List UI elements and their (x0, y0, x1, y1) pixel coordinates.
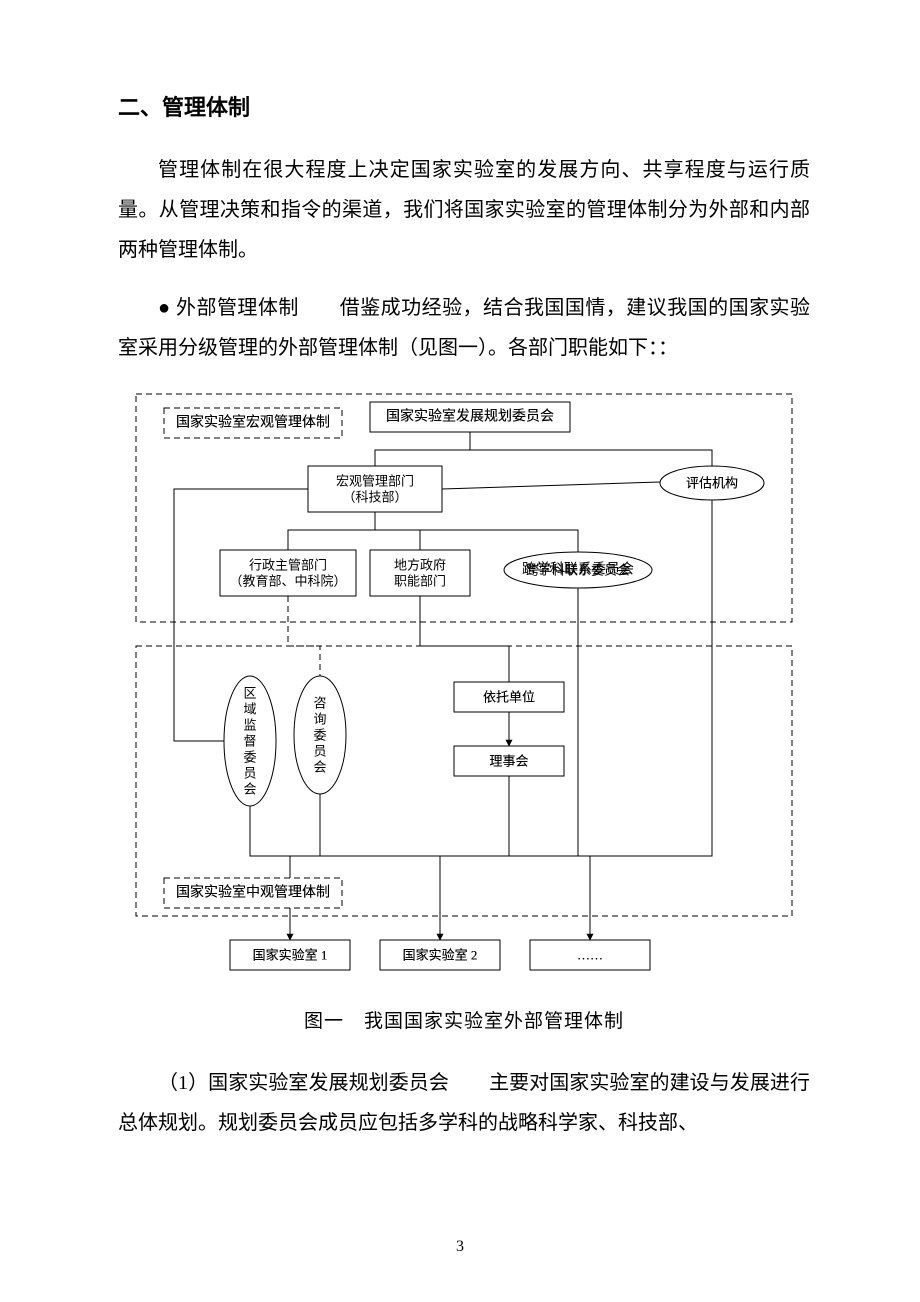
edge-plan-committee-macro-dept (375, 432, 470, 466)
edge-council-lab2 (440, 776, 509, 856)
edge-region-sup-lab1 (250, 806, 290, 940)
svg-text:域: 域 (243, 702, 256, 717)
svg-text:行政主管部门: 行政主管部门 (249, 558, 327, 573)
svg-text:会: 会 (243, 782, 256, 797)
node-admin-dept: 行政主管部门（教育部、中科院） (220, 550, 356, 596)
para2-lead: ● 外部管理体制 (158, 297, 299, 319)
paragraph-3: （1）国家实验室发展规划委员会 主要对国家实验室的建设与发展进行总体规划。规划委… (118, 1063, 810, 1143)
svg-text:职能部门: 职能部门 (394, 574, 446, 589)
node-local-gov: 地方政府职能部门 (370, 550, 470, 596)
svg-text:（科技部）: （科技部） (342, 490, 407, 505)
edge-macro-dept-local-gov (375, 512, 420, 550)
svg-text:员: 员 (243, 766, 256, 781)
node-macro-dept: 宏观管理部门（科技部） (308, 466, 442, 512)
svg-text:地方政府: 地方政府 (394, 558, 446, 573)
edge-plan-committee-eval-org (470, 432, 712, 466)
svg-text:国家实验室 1: 国家实验室 1 (253, 948, 328, 963)
svg-text:宏观管理部门: 宏观管理部门 (336, 474, 414, 489)
svg-text:依托单位: 依托单位 (483, 690, 535, 705)
svg-text:咨: 咨 (313, 696, 326, 711)
para3-lead: （1）国家实验室发展规划委员会 (158, 1072, 449, 1094)
svg-text:……: …… (577, 948, 603, 963)
svg-text:员: 员 (313, 744, 326, 759)
svg-text:国家实验室 2: 国家实验室 2 (403, 948, 478, 963)
svg-text:跨学科联系委员会: 跨学科联系委员会 (522, 562, 634, 578)
flowchart-figure: 国家实验室宏观管理体制国家实验室宏观管理体制国家实验室发展规划委员会国家实验室发… (124, 386, 804, 976)
edge-macro-dept-inter-disc (375, 512, 578, 552)
node-consult: 咨询委员会 (294, 676, 346, 794)
svg-text:委: 委 (243, 750, 256, 765)
edge-admin-dept-consult (288, 596, 320, 676)
svg-text:国家实验室发展规划委员会: 国家实验室发展规划委员会 (386, 408, 554, 425)
flowchart-svg: 国家实验室宏观管理体制国家实验室宏观管理体制国家实验室发展规划委员会国家实验室发… (124, 386, 804, 976)
svg-text:区: 区 (243, 686, 256, 701)
document-page: 二、管理体制 管理体制在很大程度上决定国家实验室的发展方向、共享程度与运行质量。… (0, 0, 920, 1302)
svg-text:监: 监 (243, 718, 256, 733)
svg-text:（教育部、中科院）: （教育部、中科院） (229, 574, 346, 589)
svg-text:国家实验室中观管理体制: 国家实验室中观管理体制 (176, 884, 330, 901)
edge-consult-lab1 (290, 794, 320, 856)
edge-local-gov-host-unit (420, 596, 509, 682)
section-heading: 二、管理体制 (118, 90, 810, 122)
svg-text:督: 督 (243, 734, 256, 749)
edge-macro-dept-eval-org (442, 482, 660, 489)
paragraph-1: 管理体制在很大程度上决定国家实验室的发展方向、共享程度与运行质量。从管理决策和指… (118, 150, 810, 270)
edge-macro-dept-admin-dept (288, 512, 375, 550)
page-number: 3 (0, 1238, 920, 1256)
node-region-sup: 区域监督委员会 (224, 676, 276, 806)
paragraph-2: ● 外部管理体制 借鉴成功经验，结合我国国情，建议我国的国家实验室采用分级管理的… (118, 288, 810, 368)
svg-text:委: 委 (313, 728, 326, 743)
svg-text:会: 会 (313, 760, 326, 775)
svg-text:询: 询 (313, 712, 326, 727)
svg-text:评估机构: 评估机构 (686, 476, 738, 491)
figure-caption: 图一 我国国家实验室外部管理体制 (118, 1006, 810, 1033)
svg-text:理事会: 理事会 (489, 754, 528, 769)
svg-text:国家实验室宏观管理体制: 国家实验室宏观管理体制 (176, 414, 330, 431)
